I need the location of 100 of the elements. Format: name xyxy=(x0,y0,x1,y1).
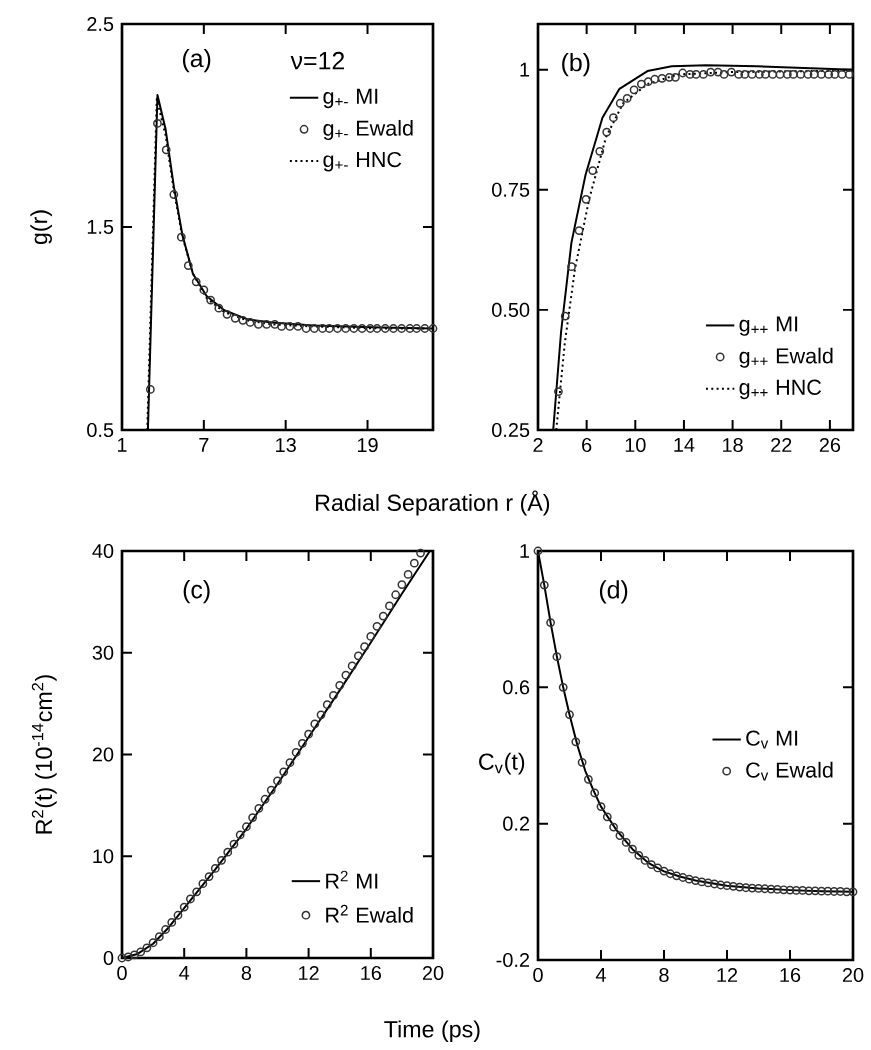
point xyxy=(310,719,320,729)
point xyxy=(678,873,688,882)
point xyxy=(245,318,255,327)
legend-label: g$_{++}$ MI xyxy=(739,316,798,336)
x-tick-label: 20 xyxy=(423,965,444,981)
point xyxy=(824,70,834,79)
point xyxy=(155,932,164,942)
point xyxy=(809,70,819,79)
point xyxy=(161,925,171,934)
point xyxy=(657,73,667,83)
point xyxy=(416,548,426,558)
point xyxy=(117,953,127,963)
point xyxy=(716,880,726,890)
x-tick-label: 8 xyxy=(659,967,669,983)
point xyxy=(792,886,801,895)
point xyxy=(254,804,264,813)
annotation: (c) xyxy=(183,580,210,604)
point xyxy=(773,885,782,894)
point xyxy=(291,748,301,757)
point xyxy=(761,70,770,79)
point xyxy=(298,738,307,748)
point xyxy=(238,315,248,325)
point xyxy=(546,618,556,627)
point xyxy=(672,871,682,881)
point xyxy=(760,884,770,894)
x-tick-label: 14 xyxy=(674,437,695,452)
point xyxy=(410,558,419,568)
point xyxy=(260,794,270,804)
x-tick-label: 6 xyxy=(582,437,592,453)
y-tick-label: 40 xyxy=(92,543,114,559)
point xyxy=(206,295,216,305)
y-tick-label: 0 xyxy=(103,950,114,966)
y-tick-label: 0.5 xyxy=(87,422,114,438)
point xyxy=(671,72,680,82)
x-tick-label: 4 xyxy=(179,965,190,980)
point xyxy=(622,94,632,103)
point xyxy=(378,611,388,621)
point xyxy=(659,866,669,876)
point xyxy=(647,860,656,869)
annotation: (a) xyxy=(183,48,211,73)
x-tick-label: 13 xyxy=(276,437,297,453)
point xyxy=(412,324,422,333)
point xyxy=(685,70,695,79)
point xyxy=(391,590,401,600)
point xyxy=(316,710,326,720)
point xyxy=(310,324,319,333)
point xyxy=(217,855,227,865)
point xyxy=(665,72,674,82)
y-tick-label: 1 xyxy=(520,544,530,558)
y-tick-label: 0.2 xyxy=(503,816,530,831)
point xyxy=(267,785,276,795)
x-tick-label: 7 xyxy=(199,437,209,452)
y-tick-label: 0.6 xyxy=(503,680,530,695)
y-tick-label: 1.5 xyxy=(87,220,114,234)
point xyxy=(277,322,287,331)
point xyxy=(727,67,736,77)
point xyxy=(347,661,357,671)
legend-label: g$_{+-}$ MI xyxy=(323,88,378,109)
point xyxy=(842,887,852,897)
point xyxy=(706,67,716,77)
legend-label: R$^{2}$ Ewald xyxy=(326,904,413,923)
y-tick-label: 0.50 xyxy=(492,302,530,317)
point xyxy=(558,682,568,692)
y-axis-title: C$_{v}$(t) xyxy=(479,752,525,775)
point xyxy=(389,324,398,333)
point xyxy=(329,691,339,700)
point xyxy=(198,879,208,889)
point xyxy=(366,632,376,641)
point xyxy=(222,309,232,319)
point xyxy=(666,869,675,879)
point xyxy=(293,322,303,331)
point xyxy=(590,788,600,798)
point xyxy=(397,580,407,589)
point xyxy=(789,70,798,79)
point xyxy=(262,320,272,329)
x-tick-label: 22 xyxy=(771,437,792,452)
point xyxy=(333,324,343,333)
x-axis-title: Time (ps) xyxy=(384,1020,480,1043)
point xyxy=(533,546,543,556)
point xyxy=(629,85,639,95)
point xyxy=(405,324,415,333)
point xyxy=(768,70,778,79)
point xyxy=(229,839,239,849)
legend-label: R$^{2}$ MI xyxy=(326,870,378,889)
point xyxy=(653,863,663,873)
point xyxy=(349,324,359,333)
point xyxy=(254,320,263,329)
point xyxy=(380,324,390,333)
point xyxy=(357,324,367,333)
point xyxy=(830,70,840,79)
point xyxy=(142,943,152,953)
x-tick-label: 12 xyxy=(717,967,738,982)
y-tick-label: 0.25 xyxy=(492,422,530,438)
point xyxy=(285,758,295,768)
point xyxy=(211,864,220,873)
point xyxy=(577,757,587,767)
point xyxy=(385,601,394,611)
x-tick-label: 4 xyxy=(596,967,607,982)
point xyxy=(341,324,351,333)
point xyxy=(148,938,158,948)
